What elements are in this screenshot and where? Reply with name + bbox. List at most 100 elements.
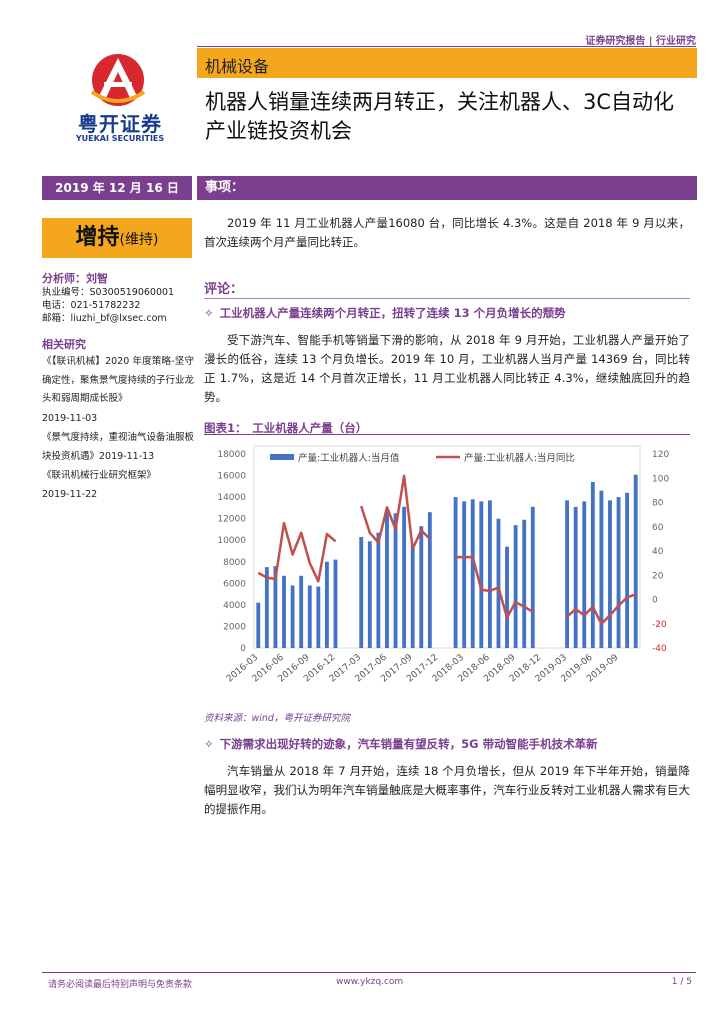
footer-divider — [42, 972, 696, 973]
bar-2018-03 — [462, 501, 467, 648]
figure-divider — [204, 434, 690, 435]
y-left-tick-label: 8000 — [223, 558, 246, 568]
bar-2018-05 — [479, 501, 484, 648]
bar-2017-05 — [376, 532, 381, 648]
event-heading: 事项： — [197, 176, 697, 200]
y-left-tick-label: 0 — [240, 644, 246, 654]
brand-name-en: YUEKAI SECURITIES — [75, 134, 165, 143]
bar-2016-10 — [316, 586, 321, 648]
bar-2018-08 — [505, 546, 509, 648]
event-text: 2019 年 11 月工业机器人产量16080 台，同比增长 4.3%。这是自 … — [204, 216, 690, 249]
report-title: 机器人销量连续两月转正，关注机器人、3C自动化产业链投资机会 — [205, 90, 675, 143]
related-item-3-date: 2019-11-22 — [42, 489, 98, 500]
related-item-1-date: 2019-11-03 — [42, 413, 98, 424]
y-right-tick-label: 100 — [652, 474, 669, 484]
bar-2016-03 — [256, 602, 261, 648]
bar-2016-12 — [333, 559, 338, 648]
bar-2019-11 — [633, 474, 638, 648]
footer-disclaimer[interactable]: 请务必阅读最后特别声明与免责条款 — [48, 980, 193, 990]
bar-2019-08 — [608, 500, 612, 648]
point2-text: 汽车销量从 2018 年 7 月开始，连续 18 个月负增长，但从 2019 年… — [204, 764, 690, 816]
plot-area — [253, 445, 641, 649]
analyst-phone: 电话：021-51782232 — [42, 300, 141, 311]
y-left-tick-label: 16000 — [217, 472, 246, 482]
bar-2016-07 — [290, 585, 295, 648]
y-left-tick-label: 6000 — [223, 579, 246, 589]
rating-sub: (维持) — [119, 232, 159, 248]
rating-box: 增持(维持) — [42, 218, 192, 258]
comment-divider — [204, 298, 690, 299]
bar-2017-08 — [402, 506, 407, 648]
y-left-tick-label: 2000 — [223, 622, 246, 632]
y-right-tick-label: 20 — [652, 571, 664, 581]
report-date: 2019 年 12 月 16 日 — [42, 176, 192, 200]
y-right-tick-label: 80 — [652, 499, 664, 509]
bar-2017-10 — [419, 526, 424, 648]
point1-heading: ✧ 工业机器人产量连续两个月转正，扭转了连续 13 个月负增长的颓势 — [204, 306, 566, 320]
robot-production-chart: 0 2000 4000 6000 8000 10000 12000 14000 16000 180… — [204, 436, 690, 704]
related-item-1[interactable]: 《【联讯机械】2020 年度策略-坚守确定性，聚焦景气度持续的子行业龙头和弱周期… — [42, 356, 195, 404]
bar-2018-09 — [513, 525, 518, 648]
logo-emblem-icon — [90, 54, 146, 106]
related-item-3[interactable]: 《联讯机械行业研究框架》 — [42, 470, 157, 481]
company-logo — [78, 52, 178, 152]
point1-text: 受下游汽车、智能手机等销量下滑的影响，从 2018 年 9 月开始，工业机器人产… — [204, 333, 690, 404]
bar-2016-09 — [307, 585, 312, 648]
bar-2018-07 — [496, 518, 501, 648]
analyst-email[interactable]: 邮箱：liuzhi_bf@lxsec.com — [42, 313, 167, 324]
sector-label: 机械设备 — [205, 57, 270, 76]
bar-2019-06 — [590, 482, 595, 648]
bar-2018-02 — [453, 497, 458, 648]
header-divider — [197, 46, 696, 47]
bar-2018-11 — [530, 506, 535, 648]
legend-line-label: 产量:工业机器人:当月同比 — [464, 452, 575, 464]
y-left-tick-label: 12000 — [217, 515, 246, 525]
point2-heading: ✧ 下游需求出现好转的迹象，汽车销量有望反转，5G 带动智能手机技术革新 — [204, 737, 598, 751]
legend-bar-swatch — [270, 454, 294, 460]
footer-page: 1 / 5 — [671, 977, 692, 987]
diamond-bullet-icon: ✧ — [204, 737, 214, 751]
bar-2019-10 — [625, 492, 630, 648]
rating-main: 增持 — [75, 225, 120, 250]
y-left-tick-label: 4000 — [223, 601, 246, 611]
y-right-tick-label: 60 — [652, 523, 664, 533]
comment-heading: 评论： — [204, 282, 244, 297]
diamond-bullet-icon: ✧ — [204, 306, 214, 320]
bar-2019-03 — [565, 500, 570, 648]
bar-2016-11 — [324, 561, 329, 648]
y-right-tick-label: -20 — [652, 620, 667, 630]
y-left-tick-label: 14000 — [217, 493, 246, 503]
related-heading: 相关研究 — [42, 338, 86, 351]
bar-2018-06 — [487, 500, 492, 648]
y-left-tick-label: 18000 — [217, 450, 246, 460]
bar-2017-04 — [367, 541, 372, 648]
brand-name: 粤开证券 — [78, 112, 162, 136]
y-right-tick-label: 40 — [652, 547, 664, 557]
y-right-tick-label: 0 — [652, 596, 658, 606]
y-right-tick-label: -40 — [652, 644, 667, 654]
bar-2017-09 — [410, 544, 415, 648]
bar-2016-04 — [264, 567, 269, 648]
related-item-2[interactable]: 《景气度持续，重视油气设备油服板块投资机遇》2019-11-13 — [42, 432, 195, 462]
chart-svg: 0 2000 4000 6000 8000 10000 12000 14000 16000 180… — [217, 445, 669, 684]
bar-2019-05 — [582, 501, 587, 648]
footer-site[interactable]: www.ykzq.com — [336, 977, 404, 987]
analyst-license: 执业编号：S0300519060001 — [42, 287, 175, 298]
legend-bar-label: 产量:工业机器人:当月值 — [298, 452, 400, 464]
figure-title: 图表1： 工业机器人产量（台） — [204, 421, 368, 435]
bar-2016-08 — [299, 575, 304, 648]
bar-2019-07 — [599, 490, 604, 648]
bar-2017-11 — [427, 512, 432, 648]
bar-2016-06 — [282, 575, 286, 648]
bar-2018-10 — [522, 519, 527, 648]
figure-source: 资料来源：wind，粤开证券研究院 — [204, 713, 350, 724]
bar-2018-04 — [470, 499, 475, 648]
report-type-label: 证券研究报告 | 行业研究 — [585, 36, 696, 47]
bar-2016-05 — [273, 566, 278, 648]
bar-2017-03 — [359, 536, 364, 648]
y-right-tick-label: 120 — [652, 450, 669, 460]
bar-2017-07 — [393, 513, 398, 648]
bar-2019-09 — [616, 497, 621, 648]
bar-2017-06 — [385, 511, 389, 648]
analyst-heading: 分析师：刘智 — [42, 272, 108, 285]
